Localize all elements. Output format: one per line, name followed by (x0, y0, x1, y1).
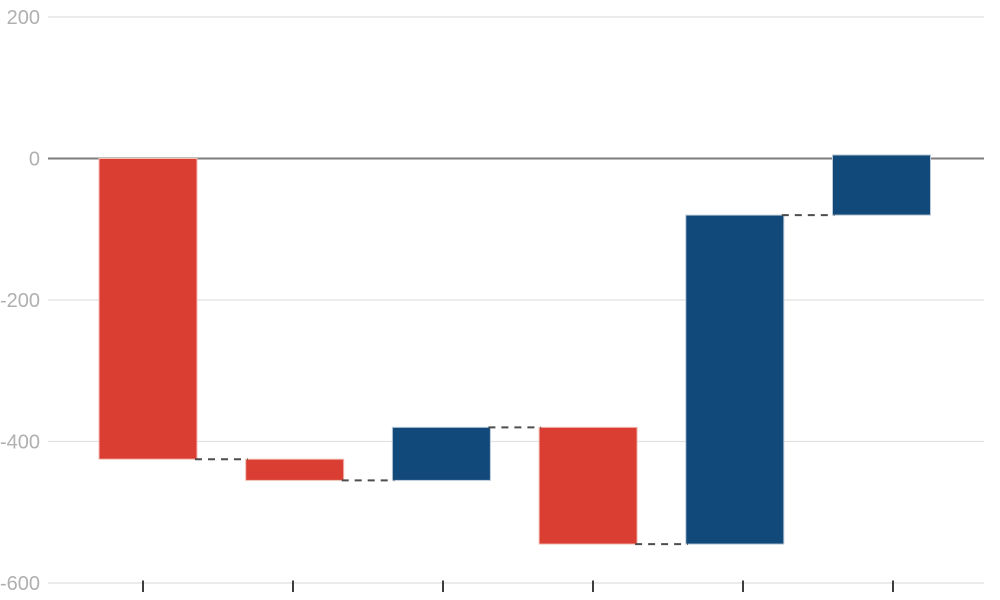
waterfall-bar (538, 426, 638, 545)
waterfall-bar (391, 426, 491, 481)
waterfall-bar (685, 214, 785, 545)
y-axis-tick-label: -600 (0, 573, 40, 595)
y-axis-tick-label: 200 (7, 7, 40, 29)
waterfall-bar (832, 154, 931, 216)
y-axis-tick-label: -200 (0, 290, 40, 312)
y-axis-tick-label: 0 (29, 149, 40, 171)
waterfall-bar (245, 458, 345, 481)
y-axis-tick-label: -400 (0, 432, 40, 454)
waterfall-bar (98, 158, 198, 460)
